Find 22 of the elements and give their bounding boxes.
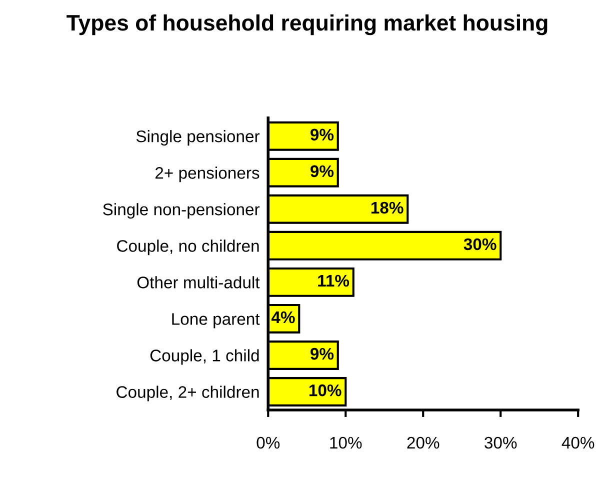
data-label: 9% bbox=[310, 165, 334, 178]
data-label: 4% bbox=[271, 311, 295, 324]
data-label: 30% bbox=[464, 238, 496, 250]
y-tick-label: Lone parent bbox=[172, 313, 260, 328]
y-tick-label: Couple, 1 child bbox=[150, 349, 259, 365]
x-tick-label: 20% bbox=[407, 436, 440, 449]
y-tick-label: 2+ pensioners bbox=[155, 166, 260, 182]
data-label: 11% bbox=[318, 274, 350, 287]
x-tick-label: 40% bbox=[562, 436, 594, 449]
y-tick-label: Other multi-adult bbox=[137, 276, 260, 288]
data-label: 18% bbox=[371, 202, 404, 214]
x-tick-label: 0% bbox=[256, 436, 280, 449]
chart-title: Types of household requiring market housing bbox=[66, 14, 548, 36]
data-label: 10% bbox=[309, 384, 342, 396]
data-label: 9% bbox=[310, 128, 334, 141]
data-label: 9% bbox=[310, 348, 334, 360]
x-tick-label: 30% bbox=[484, 436, 517, 449]
y-tick-label: Couple, no children bbox=[117, 240, 259, 256]
y-tick-label: Single non-pensioner bbox=[103, 203, 260, 219]
x-tick-label: 10% bbox=[330, 436, 362, 449]
y-tick-label: Single pensioner bbox=[136, 130, 260, 146]
y-tick-label: Couple, 2+ children bbox=[116, 386, 259, 402]
